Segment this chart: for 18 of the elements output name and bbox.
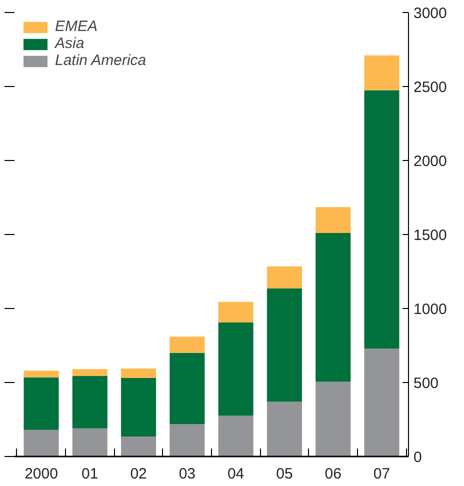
x-tick-label: 06 xyxy=(324,466,342,482)
x-tick-label: 05 xyxy=(276,466,293,482)
y-tick-label: 3000 xyxy=(414,5,447,22)
x-tick-label: 03 xyxy=(178,466,196,482)
legend-label: Latin America xyxy=(55,52,146,69)
x-tick-label: 07 xyxy=(373,466,390,482)
y-tick-label: 2000 xyxy=(414,153,447,170)
legend-label: Asia xyxy=(55,35,84,52)
y-tick-label: 2500 xyxy=(414,79,447,96)
x-tick-label: 01 xyxy=(82,466,98,482)
y-tick-label: 1000 xyxy=(414,301,447,318)
x-tick-label: 04 xyxy=(227,466,244,482)
y-tick-label: 0 xyxy=(414,449,422,466)
y-tick-label: 500 xyxy=(414,375,439,392)
y-tick-label: 1500 xyxy=(414,227,447,244)
x-tick-label: 2000 xyxy=(24,466,58,482)
x-tick-label: 02 xyxy=(130,466,147,482)
legend-label: EMEA xyxy=(55,18,98,35)
